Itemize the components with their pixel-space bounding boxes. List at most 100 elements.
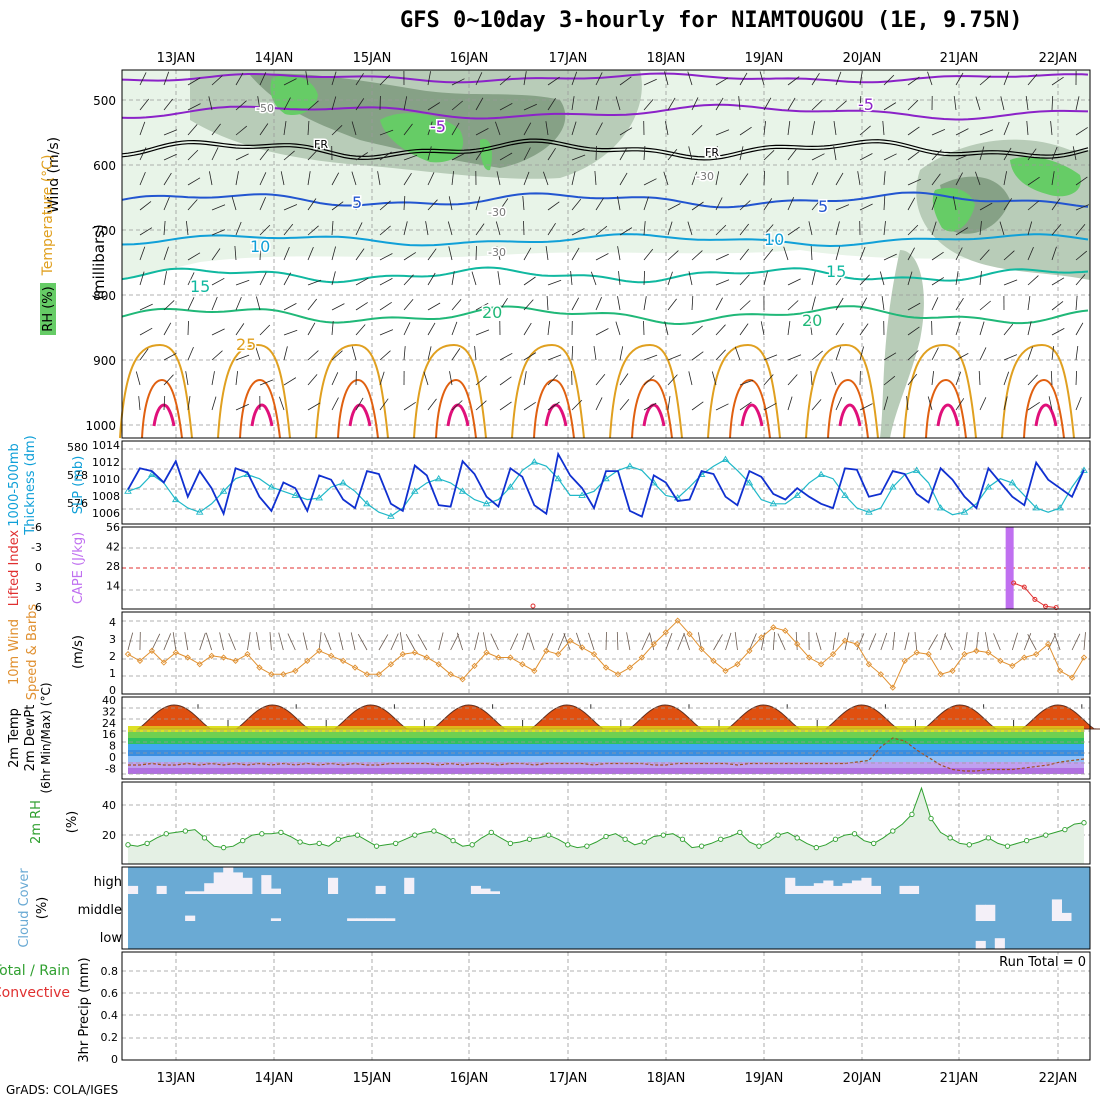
cloud-clear-bar: [404, 878, 414, 894]
wind-barb: [836, 323, 844, 335]
temp-contour-25: [316, 345, 388, 438]
wind-barb: [689, 371, 692, 385]
wind10m-axis-label: Speed & Barbs: [25, 604, 40, 701]
rh2m-marker: [183, 829, 187, 833]
cloud-clear-bar: [385, 918, 395, 921]
wind-barb: [869, 633, 876, 650]
wind-barb: [452, 322, 457, 335]
wind-barb: [510, 634, 517, 650]
rh2m-marker: [680, 837, 684, 841]
rh2m-marker: [527, 837, 531, 841]
wind-barb: [188, 297, 194, 310]
wind-barb: [1051, 371, 1052, 385]
wind-barb: [836, 298, 843, 310]
cloud-clear-bar: [366, 918, 376, 921]
svg-text:Temperature (°C): Temperature (°C): [40, 155, 56, 277]
precip-tick: 0: [111, 1053, 118, 1066]
cloud-cover-field: [128, 867, 1090, 949]
bottom-date-label: 17JAN: [549, 1071, 588, 1086]
temp-contour-35: [1036, 405, 1056, 426]
wind-barb: [788, 355, 801, 360]
cloud-clear-bar: [480, 889, 490, 894]
lifted-tick: -6: [31, 521, 42, 534]
pressure-tick-label: 600: [93, 159, 116, 173]
wind-barb: [324, 633, 331, 650]
wind-barb: [279, 397, 284, 410]
wind-barb: [404, 322, 410, 335]
wind-barb: [606, 632, 607, 650]
wind-barb: [1054, 633, 1060, 650]
cloud-clear-bar: [852, 881, 862, 895]
wind-barb: [428, 399, 437, 410]
wind-barb: [836, 347, 841, 360]
rh2m-marker: [279, 830, 283, 834]
wind-barb: [620, 346, 623, 360]
top-date-label: 15JAN: [353, 51, 392, 66]
wind-barb: [740, 301, 750, 311]
wind-barb: [788, 397, 792, 410]
bottom-date-label: 19JAN: [745, 1071, 784, 1086]
wind-barb: [284, 378, 296, 385]
wind-barb: [524, 221, 525, 235]
temp-contour-35: [350, 405, 370, 426]
wind-barb: [529, 633, 535, 650]
slp-tick: 1008: [92, 490, 120, 503]
wind-barb: [404, 299, 413, 310]
wind-barb: [740, 275, 749, 285]
rh2m-marker: [432, 829, 436, 833]
rh2m-marker: [814, 845, 818, 849]
rh2m-marker: [470, 843, 474, 847]
top-date-label: 22JAN: [1039, 51, 1078, 66]
wind-barb: [152, 634, 160, 650]
precip-total-label: Total / Rain: [0, 963, 70, 979]
cloud-level-middle: middle: [78, 903, 122, 918]
temp-axis-label: Temperature (°C): [40, 155, 56, 277]
cloud-clear-bar: [185, 916, 195, 921]
rh2m-marker: [508, 841, 512, 845]
wind-barb: [644, 355, 657, 360]
wind-barb: [428, 323, 435, 335]
wind-barb: [136, 372, 140, 386]
lifted-tick: 3: [35, 581, 42, 594]
rh-axis-label: RH (%): [41, 286, 56, 331]
wind-barb: [668, 355, 681, 360]
cloud-clear-bar: [376, 918, 386, 921]
wind-barb: [764, 403, 776, 410]
wind-barb: [352, 347, 356, 361]
temp-hump: [138, 705, 236, 729]
wind-barb: [994, 633, 1001, 650]
rh2m-area: [128, 788, 1084, 864]
cloud-clear-bar: [814, 883, 824, 894]
wind-barb: [811, 371, 812, 385]
rh2m-marker: [393, 841, 397, 845]
rh2m-marker: [623, 837, 627, 841]
rh2m-marker: [604, 834, 608, 838]
rh2m-marker: [1082, 820, 1086, 824]
bottom-date-label: 13JAN: [157, 1071, 196, 1086]
wind-barb: [451, 634, 459, 650]
wind-barb: [308, 351, 318, 360]
temp-contour-35: [252, 405, 272, 426]
rh2m-tick: 40: [102, 799, 116, 812]
cloud-clear-bar: [357, 918, 367, 921]
temp-contour-25: [120, 345, 192, 438]
wind-barb: [498, 271, 500, 285]
wind-barb: [236, 297, 241, 310]
cape-axis-label: CAPE (J/kg): [71, 532, 86, 604]
temp-contour-25: [806, 345, 878, 438]
wind-barb: [788, 375, 797, 386]
top-date-label: 14JAN: [255, 51, 294, 66]
bottom-date-label: 20JAN: [843, 1071, 882, 1086]
bottom-date-label: 18JAN: [647, 1071, 686, 1086]
rh2m-marker: [929, 816, 933, 820]
wind-barb: [678, 633, 685, 650]
temp-color-band: [128, 756, 1084, 762]
cloud-clear-bar: [985, 905, 995, 921]
wind-barb: [332, 372, 338, 385]
rh2m-axis-label: 2m RH: [29, 800, 44, 844]
rh2m-unit-label: (%): [65, 811, 80, 834]
wind-barb: [980, 271, 982, 285]
wind-barb: [764, 272, 768, 286]
contour-label: 20: [802, 311, 822, 330]
